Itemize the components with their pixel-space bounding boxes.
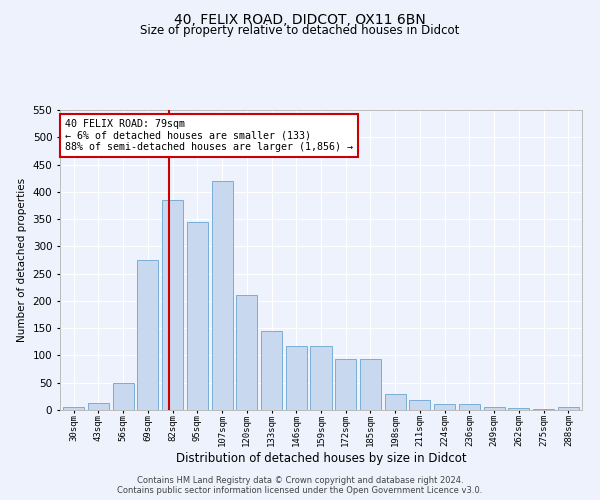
Text: Size of property relative to detached houses in Didcot: Size of property relative to detached ho… [140, 24, 460, 37]
Bar [113, 382, 134, 410]
Bar [286, 346, 307, 410]
Text: 40, FELIX ROAD, DIDCOT, OX11 6BN: 40, FELIX ROAD, DIDCOT, OX11 6BN [174, 12, 426, 26]
Bar [434, 404, 455, 410]
Bar [162, 200, 183, 410]
Bar [508, 408, 529, 410]
Bar [484, 408, 505, 410]
Bar [533, 409, 554, 410]
Bar [63, 408, 84, 410]
Bar [385, 394, 406, 410]
Bar [261, 331, 282, 410]
X-axis label: Distribution of detached houses by size in Didcot: Distribution of detached houses by size … [176, 452, 466, 465]
Bar [212, 181, 233, 410]
Text: 40 FELIX ROAD: 79sqm
← 6% of detached houses are smaller (133)
88% of semi-detac: 40 FELIX ROAD: 79sqm ← 6% of detached ho… [65, 119, 353, 152]
Bar [236, 296, 257, 410]
Bar [558, 408, 579, 410]
Y-axis label: Number of detached properties: Number of detached properties [17, 178, 27, 342]
Bar [335, 360, 356, 410]
Bar [310, 346, 332, 410]
Bar [137, 260, 158, 410]
Bar [409, 400, 430, 410]
Bar [187, 222, 208, 410]
Bar [459, 404, 480, 410]
Bar [88, 404, 109, 410]
Bar [360, 360, 381, 410]
Text: Contains HM Land Registry data © Crown copyright and database right 2024.: Contains HM Land Registry data © Crown c… [137, 476, 463, 485]
Text: Contains public sector information licensed under the Open Government Licence v3: Contains public sector information licen… [118, 486, 482, 495]
